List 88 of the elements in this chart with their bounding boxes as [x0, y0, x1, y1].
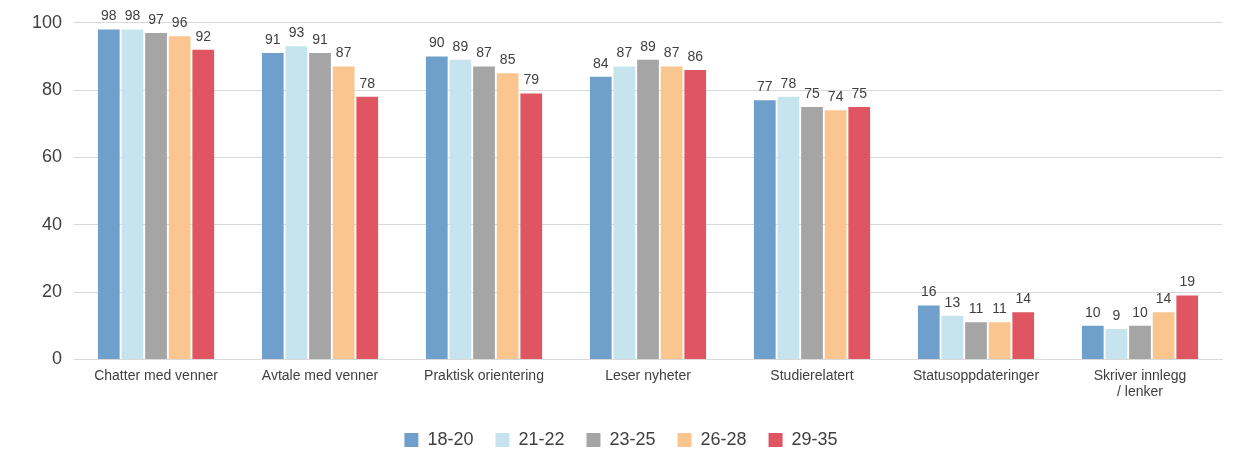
bar [121, 29, 144, 359]
data-label: 11 [968, 300, 984, 317]
data-label: 75 [804, 84, 821, 101]
data-label: 97 [148, 10, 165, 27]
legend-label: 29-35 [791, 428, 838, 449]
legend-label: 23-25 [609, 428, 656, 449]
bar [848, 106, 871, 359]
data-label: 91 [265, 30, 281, 47]
y-tick-label: 0 [52, 348, 63, 369]
bar [660, 66, 683, 359]
bar [285, 46, 308, 359]
data-label: 84 [593, 54, 609, 71]
bar [473, 66, 495, 359]
x-tick-label: Studierelatert [770, 366, 854, 383]
data-label: 87 [335, 44, 352, 61]
bar [356, 96, 379, 359]
data-label: 14 [1015, 290, 1032, 307]
bar [1129, 325, 1151, 359]
legend-label: 18-20 [427, 428, 474, 449]
y-tick-label: 60 [42, 146, 63, 167]
bar [824, 110, 847, 359]
bar [684, 69, 707, 359]
bar [1152, 312, 1175, 359]
data-label: 19 [1179, 273, 1196, 290]
data-label: 79 [523, 71, 540, 88]
bar [425, 56, 448, 359]
bar [988, 322, 1011, 359]
bar [449, 59, 472, 359]
x-tick-label: Statusoppdateringer [912, 366, 1040, 383]
data-label: 91 [312, 30, 329, 47]
bar [261, 53, 284, 359]
data-label: 78 [780, 74, 797, 91]
bar [332, 66, 355, 359]
data-label: 90 [429, 34, 445, 51]
bar [192, 49, 215, 359]
data-label: 14 [1155, 290, 1172, 307]
data-label: 78 [359, 74, 376, 91]
bar [965, 322, 987, 359]
bar [777, 96, 800, 359]
data-label: 74 [827, 88, 844, 105]
data-label: 89 [452, 37, 469, 54]
bar [309, 53, 331, 359]
bar [496, 73, 519, 359]
x-tick-label: Leser nyheter [605, 366, 692, 383]
x-tick-label: Chatter med venner [94, 366, 219, 383]
y-tick-label: 40 [42, 213, 63, 234]
bar [97, 29, 120, 359]
data-label: 96 [171, 14, 188, 31]
data-label: 87 [476, 44, 493, 61]
bar [589, 76, 612, 359]
data-label: 93 [288, 24, 305, 41]
data-label: 86 [687, 47, 704, 64]
bar [941, 315, 964, 359]
data-label: 11 [992, 300, 1008, 317]
y-tick-label: 20 [42, 281, 63, 302]
y-tick-label: 100 [31, 11, 63, 32]
data-label: 10 [1132, 303, 1148, 320]
bar [637, 59, 659, 359]
y-tick-label: 80 [42, 79, 63, 100]
data-label: 9 [1112, 306, 1121, 323]
x-tick-label: Skriver innlegg / lenker [1093, 366, 1187, 400]
data-label: 75 [851, 84, 868, 101]
data-label: 77 [756, 78, 773, 95]
bar [753, 100, 776, 359]
x-tick-label: Avtale med venner [261, 366, 379, 383]
bar [1105, 329, 1128, 359]
data-label: 16 [920, 283, 937, 300]
legend-label: 21-22 [518, 428, 565, 449]
bar [1176, 295, 1199, 359]
data-label: 87 [616, 44, 633, 61]
bar [801, 106, 823, 359]
bar [520, 93, 543, 359]
bar [145, 32, 167, 359]
legend-label: 26-28 [700, 428, 747, 449]
data-label: 10 [1084, 303, 1101, 320]
bar [168, 36, 191, 359]
data-label: 87 [663, 44, 680, 61]
data-label: 89 [640, 37, 657, 54]
data-label: 13 [944, 293, 961, 310]
bar [1012, 312, 1035, 359]
bar [1081, 325, 1104, 359]
data-label: 98 [124, 7, 141, 24]
data-label: 92 [195, 27, 212, 44]
bar [613, 66, 636, 359]
data-label: 85 [499, 51, 516, 68]
data-label: 98 [101, 7, 117, 24]
x-tick-label: Praktisk orientering [424, 366, 544, 383]
bar [917, 305, 940, 359]
